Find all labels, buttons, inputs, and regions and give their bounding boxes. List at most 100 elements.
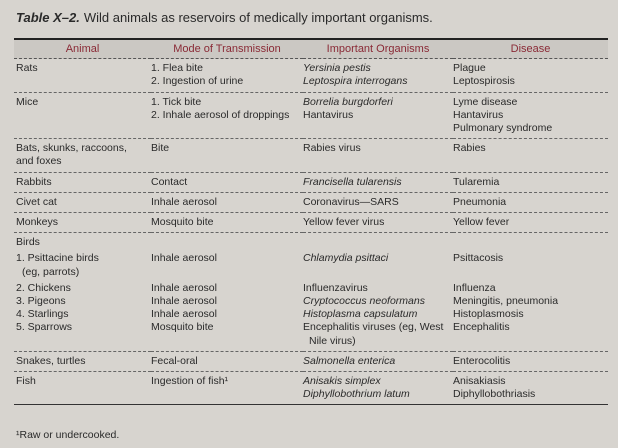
- cell-line: Encephalitis viruses (eg, West: [303, 321, 444, 334]
- cell-line: Pulmonary syndrome: [453, 122, 553, 135]
- table-cell: Inhale aerosol: [151, 192, 303, 214]
- cell-line: Tularemia: [453, 175, 500, 188]
- cell-line: Bats, skunks, raccoons,: [16, 142, 127, 155]
- cell-line: Encephalitis: [453, 321, 510, 334]
- table-cell: Rats: [14, 58, 151, 93]
- column-header: Disease: [453, 38, 608, 60]
- cell-line: Coronavirus—SARS: [303, 195, 399, 208]
- table-caption: Wild animals as reservoirs of medically …: [83, 10, 433, 25]
- table-cell: Mosquito bite: [151, 212, 303, 234]
- table-row: Snakes, turtles Fecal-oral Salmonella ente…: [14, 351, 608, 373]
- table-cell: Snakes, turtles: [14, 351, 151, 373]
- cell-line: Lyme disease: [453, 95, 518, 108]
- cell-line: Francisella tularensis: [303, 175, 402, 188]
- footnote: ¹Raw or undercooked.: [16, 429, 120, 441]
- table-title: Table X–2. Wild animals as reservoirs of …: [16, 10, 433, 25]
- table-cell: Fish: [14, 371, 151, 406]
- table-row: Civet cat Inhale aerosol Coronavirus—SARS P…: [14, 192, 608, 214]
- cell-line: Histoplasma capsulatum: [303, 308, 418, 321]
- table-body: Rats 1. Flea bite 2. Ingestion of urine Yer…: [14, 58, 608, 406]
- table-cell: Chlamydia psittaci: [303, 249, 453, 278]
- table-cell: Yersinia pestis Leptospira interrogans: [303, 58, 453, 93]
- header-row: Animal Mode of Transmission Important Orga…: [14, 38, 608, 60]
- table-row: Rabbits Contact Francisella tularensis Tula…: [14, 172, 608, 193]
- table-cell: Influenzavirus Cryptococcus neoformans His…: [303, 278, 453, 352]
- cell-line: Cryptococcus neoformans: [303, 295, 425, 308]
- cell-line: 4. Starlings: [16, 308, 69, 321]
- table-row: Mice 1. Tick bite 2. Inhale aerosol of dro…: [14, 92, 608, 140]
- cell-line: Psittacosis: [453, 252, 504, 265]
- table-cell: Mice: [14, 92, 151, 140]
- cell-line: Plague: [453, 62, 486, 75]
- cell-line: Enterocolitis: [453, 354, 511, 367]
- table-cell: Coronavirus—SARS: [303, 192, 453, 214]
- cell-line: Rabbits: [16, 175, 52, 188]
- cell-line: Hantavirus: [303, 108, 354, 121]
- table-cell: Borrelia burgdorferi Hantavirus: [303, 92, 453, 140]
- table-cell: Rabies virus: [303, 138, 453, 173]
- cell-line: Nile virus): [309, 334, 356, 347]
- table-cell: Monkeys: [14, 212, 151, 234]
- cell-line: Bite: [151, 142, 170, 155]
- cell-line: Pneumonia: [453, 195, 507, 208]
- cell-line: Inhale aerosol: [151, 281, 217, 294]
- cell-line: Civet cat: [16, 195, 57, 208]
- cell-line: Yellow fever virus: [303, 216, 385, 229]
- cell-line: Hantavirus: [453, 108, 504, 121]
- cell-line: 2. Ingestion of urine: [151, 75, 244, 88]
- table-row: 2. Chickens 3. Pigeons 4. Starlings 5. Spar…: [14, 278, 608, 352]
- table-cell: Fecal-oral: [151, 351, 303, 373]
- cell-line: Monkeys: [16, 216, 59, 229]
- cell-line: 2. Chickens: [16, 281, 71, 294]
- cell-line: Mosquito bite: [151, 216, 214, 229]
- cell-line: Ingestion of fish¹: [151, 375, 229, 388]
- cell-line: Inhale aerosol: [151, 295, 217, 308]
- table-cell: Inhale aerosol: [151, 249, 303, 278]
- table-cell: [151, 233, 303, 250]
- cell-line: 2. Inhale aerosol of droppings: [151, 108, 290, 121]
- table-cell: 1. Tick bite 2. Inhale aerosol of droppin…: [151, 92, 303, 140]
- table-cell: Civet cat: [14, 192, 151, 214]
- table-row: Rats 1. Flea bite 2. Ingestion of urine Yer…: [14, 58, 608, 93]
- cell-line: Anisakiasis: [453, 375, 506, 388]
- cell-line: Inhale aerosol: [151, 308, 217, 321]
- table-row: Birds: [14, 233, 608, 250]
- table-cell: Psittacosis: [453, 249, 608, 278]
- table-cell: Inhale aerosol Inhale aerosol Inhale aeros…: [151, 278, 303, 352]
- cell-line: Meningitis, pneumonia: [453, 295, 559, 308]
- cell-line: Diphyllobothrium latum: [303, 388, 410, 401]
- table-label: Table X–2.: [16, 10, 80, 25]
- cell-line: Influenza: [453, 281, 496, 294]
- table-cell: [453, 233, 608, 250]
- cell-line: 1. Tick bite: [151, 95, 202, 108]
- table-cell: Anisakis simplex Diphyllobothrium latum: [303, 371, 453, 406]
- table-cell: Bite: [151, 138, 303, 173]
- table-row: 1. Psittacine birds (eg, parrots) Inhale a…: [14, 249, 608, 278]
- table-cell: 1. Flea bite 2. Ingestion of urine: [151, 58, 303, 93]
- cell-line: Histoplasmosis: [453, 308, 524, 321]
- table-cell: [303, 233, 453, 250]
- cell-line: 5. Sparrows: [16, 321, 73, 334]
- cell-line: Contact: [151, 175, 188, 188]
- table-cell: Pneumonia: [453, 192, 608, 214]
- table-row: Bats, skunks, raccoons, and foxes Bite Rabi…: [14, 138, 608, 173]
- column-header: Important Organisms: [303, 38, 453, 60]
- table-cell: Francisella tularensis: [303, 172, 453, 193]
- table-cell: Yellow fever: [453, 212, 608, 234]
- cell-line: Rabies virus: [303, 142, 361, 155]
- table-cell: Ingestion of fish¹: [151, 371, 303, 406]
- cell-line: Rats: [16, 62, 38, 75]
- cell-line: Leptospirosis: [453, 75, 515, 88]
- cell-line: Rabies: [453, 142, 486, 155]
- cell-line: Fish: [16, 375, 36, 388]
- table-cell: Bats, skunks, raccoons, and foxes: [14, 138, 151, 173]
- cell-line: 3. Pigeons: [16, 295, 66, 308]
- cell-line: and foxes: [16, 155, 62, 168]
- table-cell: Rabies: [453, 138, 608, 173]
- cell-line: Diphyllobothriasis: [453, 388, 536, 401]
- table-cell: Enterocolitis: [453, 351, 608, 373]
- cell-line: Borrelia burgdorferi: [303, 95, 393, 108]
- table-cell: Tularemia: [453, 172, 608, 193]
- cell-line: Salmonella enterica: [303, 354, 396, 367]
